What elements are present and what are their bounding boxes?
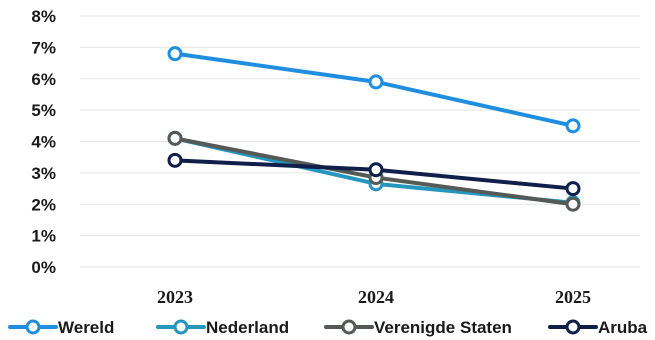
- y-axis-ticks: 0% 1% 2% 3% 4% 5% 6% 7% 8%: [31, 7, 56, 277]
- data-point: [565, 118, 581, 134]
- data-point: [368, 74, 384, 90]
- gridlines: [80, 15, 640, 268]
- data-point: [368, 162, 384, 178]
- legend-label: Wereld: [58, 318, 114, 337]
- y-tick-label: 8%: [31, 7, 56, 26]
- series-line: [173, 51, 575, 128]
- y-tick-label: 4%: [31, 133, 56, 152]
- y-tick-label: 1%: [31, 227, 56, 246]
- data-point: [565, 196, 581, 212]
- x-axis-ticks: 2023 2024 2025: [157, 287, 591, 307]
- series-wereld: [167, 46, 581, 134]
- legend-swatch-marker: [341, 319, 357, 335]
- legend-label: Verenigde Staten: [374, 318, 512, 337]
- legend-item: Nederland: [156, 318, 289, 337]
- series-lines: [167, 46, 581, 212]
- legend-item: Aruba: [548, 318, 648, 337]
- y-tick-label: 0%: [31, 258, 56, 277]
- legend: Wereld Nederland Verenigde Staten Aruba: [8, 318, 648, 337]
- data-point: [167, 152, 183, 168]
- legend-label: Aruba: [598, 318, 648, 337]
- y-tick-label: 7%: [31, 38, 56, 57]
- y-tick-label: 5%: [31, 101, 56, 120]
- legend-item: Wereld: [8, 318, 114, 337]
- series-verenigde-staten: [167, 130, 581, 212]
- y-tick-label: 2%: [31, 195, 56, 214]
- data-point: [167, 46, 183, 62]
- data-point: [167, 130, 183, 146]
- x-tick-label: 2024: [358, 287, 394, 307]
- x-tick-label: 2023: [157, 287, 193, 307]
- legend-swatch-marker: [565, 319, 581, 335]
- data-point: [565, 181, 581, 197]
- series-aruba: [167, 152, 581, 197]
- legend-swatch-marker: [25, 319, 41, 335]
- x-tick-label: 2025: [555, 287, 591, 307]
- legend-swatch-marker: [173, 319, 189, 335]
- y-tick-label: 6%: [31, 70, 56, 89]
- legend-item: Verenigde Staten: [324, 318, 512, 337]
- legend-label: Nederland: [206, 318, 289, 337]
- y-tick-label: 3%: [31, 164, 56, 183]
